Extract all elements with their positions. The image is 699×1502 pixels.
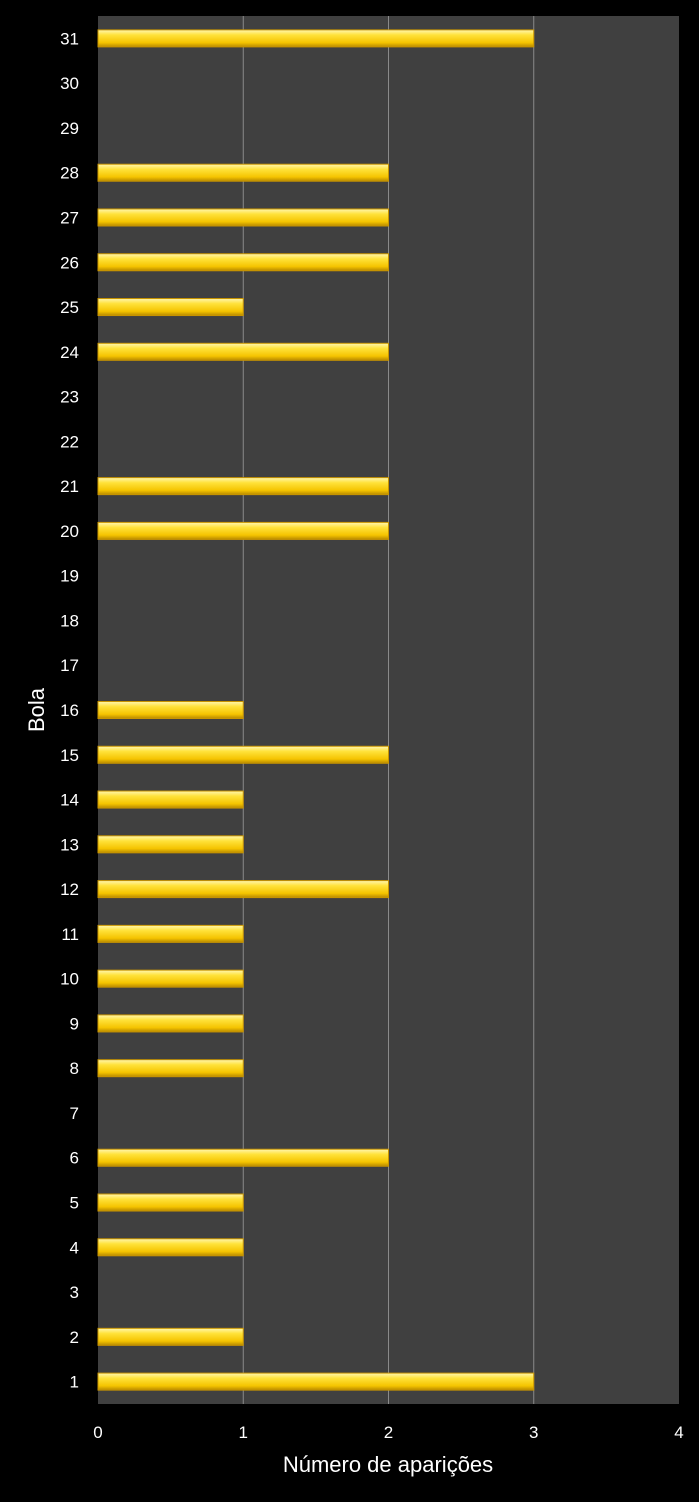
bar — [97, 1327, 244, 1346]
bar — [97, 1193, 244, 1212]
bar-fill — [97, 208, 389, 227]
x-axis-title: Número de aparições — [283, 1452, 493, 1477]
bar-fill — [97, 477, 389, 496]
y-tick-label: 30 — [60, 74, 79, 93]
y-tick-label: 4 — [70, 1238, 79, 1257]
bar — [97, 1148, 389, 1167]
y-tick-label: 6 — [70, 1149, 79, 1168]
bar-fill — [97, 1148, 389, 1167]
bar-fill — [97, 29, 535, 48]
bar-fill — [97, 700, 244, 720]
bar-fill — [97, 969, 244, 988]
x-tick-labels: 0 1 2 3 4 — [93, 1423, 683, 1442]
bar-fill — [97, 745, 389, 764]
bar-fill — [97, 1014, 244, 1033]
y-tick-label: 28 — [60, 164, 79, 183]
bar-fill — [97, 342, 389, 361]
bar — [97, 253, 389, 272]
bar-fill — [97, 1193, 244, 1212]
y-tick-label: 19 — [60, 567, 79, 586]
bar — [97, 521, 389, 540]
y-tick-label: 8 — [70, 1059, 79, 1078]
y-tick-label: 20 — [60, 522, 79, 541]
y-tick-label: 22 — [60, 432, 79, 451]
y-tick-label: 2 — [70, 1328, 79, 1347]
y-tick-label: 15 — [60, 746, 79, 765]
bar — [97, 1014, 244, 1033]
x-tick-label: 0 — [93, 1423, 102, 1442]
y-tick-label: 16 — [60, 701, 79, 720]
bar — [97, 1372, 535, 1391]
bar — [97, 700, 244, 720]
y-tick-label: 5 — [70, 1194, 79, 1213]
y-tick-labels: 1234567891011121314151617181920212223242… — [60, 29, 79, 1391]
bar-fill — [97, 253, 389, 272]
bar-fill — [97, 1059, 244, 1078]
y-tick-label: 14 — [60, 791, 79, 810]
bar — [97, 1238, 244, 1257]
y-tick-label: 9 — [70, 1014, 79, 1033]
y-tick-label: 11 — [61, 925, 79, 944]
bar-fill — [97, 1327, 244, 1346]
y-tick-label: 21 — [60, 477, 79, 496]
y-tick-label: 31 — [60, 29, 79, 48]
x-tick-label: 2 — [384, 1423, 393, 1442]
bar-fill — [97, 298, 244, 317]
y-tick-label: 27 — [60, 208, 79, 227]
y-tick-label: 12 — [60, 880, 79, 899]
bar-fill — [97, 163, 389, 182]
bar — [97, 880, 389, 899]
bar-fill — [97, 1238, 244, 1257]
x-tick-label: 3 — [529, 1423, 538, 1442]
bar-fill — [97, 835, 244, 854]
y-tick-label: 23 — [60, 388, 79, 407]
x-tick-label: 4 — [674, 1423, 683, 1442]
bar-fill — [97, 521, 389, 540]
bar-fill — [97, 1372, 535, 1391]
bars — [97, 29, 535, 1391]
x-tick-label: 1 — [239, 1423, 248, 1442]
bar — [97, 342, 389, 361]
bar — [97, 163, 389, 182]
bar — [97, 745, 389, 764]
bar — [97, 969, 244, 988]
y-tick-label: 25 — [60, 298, 79, 317]
y-tick-label: 24 — [60, 343, 79, 362]
y-tick-label: 3 — [70, 1283, 79, 1302]
y-tick-label: 18 — [60, 611, 79, 630]
bar-fill — [97, 880, 389, 899]
y-tick-label: 7 — [70, 1104, 79, 1123]
bar — [97, 208, 389, 227]
bar-fill — [97, 790, 244, 809]
y-tick-label: 26 — [60, 253, 79, 272]
y-tick-label: 29 — [60, 119, 79, 138]
bar — [97, 29, 535, 48]
y-axis-title: Bola — [24, 687, 49, 732]
bar — [97, 790, 244, 809]
y-tick-label: 1 — [70, 1373, 79, 1392]
y-tick-label: 17 — [60, 656, 79, 675]
bar-fill — [97, 924, 244, 943]
y-tick-label: 13 — [60, 835, 79, 854]
bar — [97, 924, 244, 943]
bar — [97, 298, 244, 317]
bar — [97, 835, 244, 854]
bar — [97, 477, 389, 496]
y-tick-label: 10 — [60, 970, 79, 989]
bar — [97, 1059, 244, 1078]
